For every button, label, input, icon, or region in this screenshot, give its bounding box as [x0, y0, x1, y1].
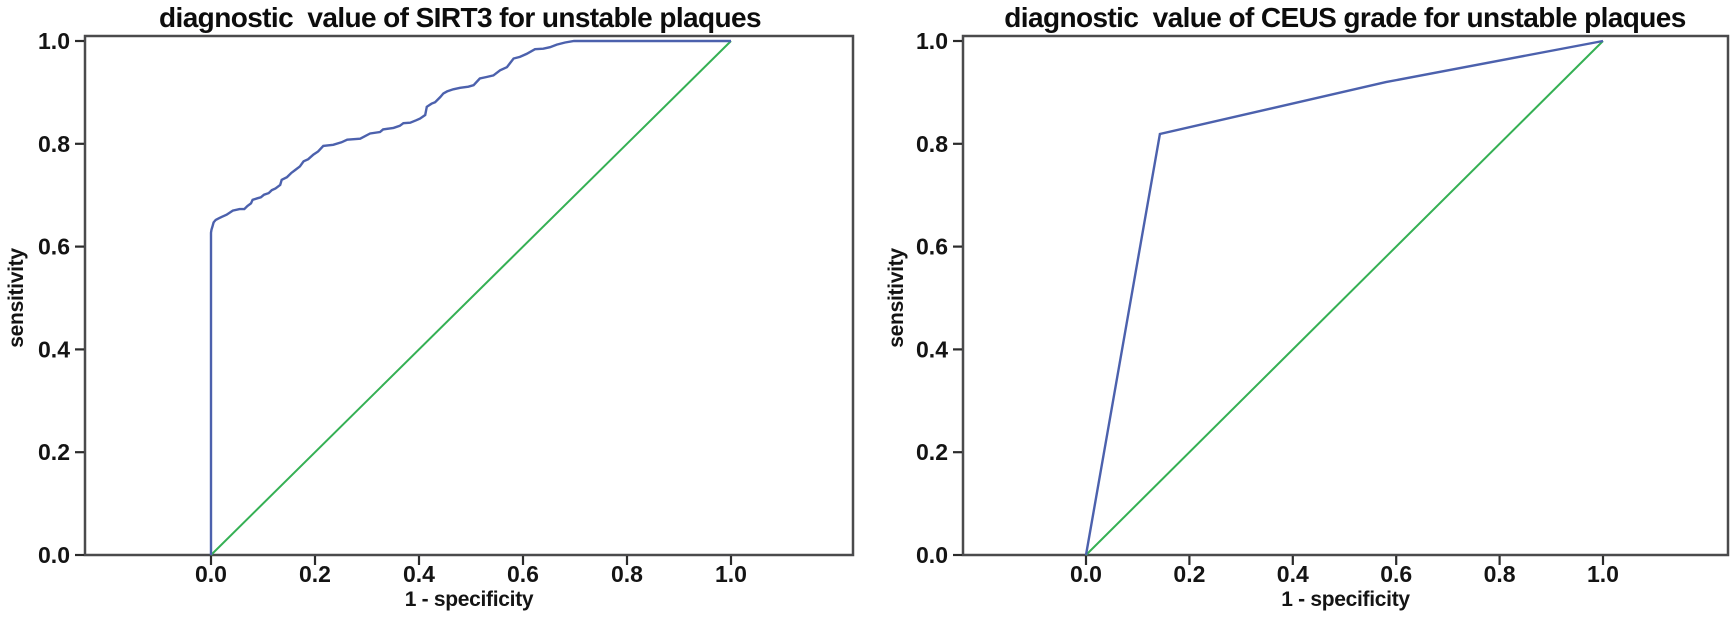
y-tick-label: 0.8: [916, 131, 948, 157]
chart-title-sirt3: diagnostic value of SIRT3 for unstable p…: [159, 2, 762, 33]
x-tick-label: 0.2: [299, 561, 331, 587]
roc-curve: [209, 39, 731, 555]
roc-curve: [1084, 39, 1604, 556]
x-tick-label: 0.4: [403, 561, 435, 587]
y-tick-label: 0.4: [38, 336, 70, 362]
x-tick-label: 0.2: [1173, 561, 1205, 587]
x-tick-label: 0.8: [611, 561, 643, 587]
chart-title-ceus: diagnostic value of CEUS grade for unsta…: [1004, 2, 1686, 33]
plot-box: [961, 34, 1730, 557]
y-tick-label: 0.2: [916, 439, 948, 465]
reference-line: [1085, 40, 1604, 556]
y-tick-label: 0.6: [916, 234, 948, 260]
y-tick-label: 0.0: [38, 542, 70, 568]
reference-line: [210, 40, 732, 556]
y-tick-label: 0.0: [916, 542, 948, 568]
x-tick-label: 0.4: [1277, 561, 1309, 587]
y-tick-label: 1.0: [916, 28, 948, 54]
y-tick-label: 1.0: [38, 28, 70, 54]
y-tick-label: 0.8: [38, 131, 70, 157]
x-axis-label-sirt3: 1 - specificity: [404, 588, 534, 611]
x-tick-label: 0.0: [1070, 561, 1102, 587]
roc-plot-sirt3: 0.0 0.2 0.4 0.6 0.8 1.0 0.0 0.2 0.4 0.6 0.8 1.0: [38, 28, 855, 587]
x-axis-label-ceus: 1 - specificity: [1281, 588, 1410, 611]
x-tick-label: 0.6: [507, 561, 539, 587]
x-tick-label: 0.8: [1484, 561, 1516, 587]
y-tick-label: 0.4: [916, 336, 948, 362]
x-tick-label: 0.0: [195, 561, 227, 587]
plot-box: [83, 34, 855, 557]
y-tick-label: 0.6: [38, 234, 70, 260]
x-tick-label: 1.0: [1587, 561, 1619, 587]
y-tick-label: 0.2: [38, 439, 70, 465]
x-tick-label: 1.0: [715, 561, 747, 587]
roc-plot-ceus: 0.0 0.2 0.4 0.6 0.8 1.0 0.0 0.2 0.4 0.6 0.8 1.0: [916, 28, 1730, 587]
x-tick-label: 0.6: [1380, 561, 1412, 587]
